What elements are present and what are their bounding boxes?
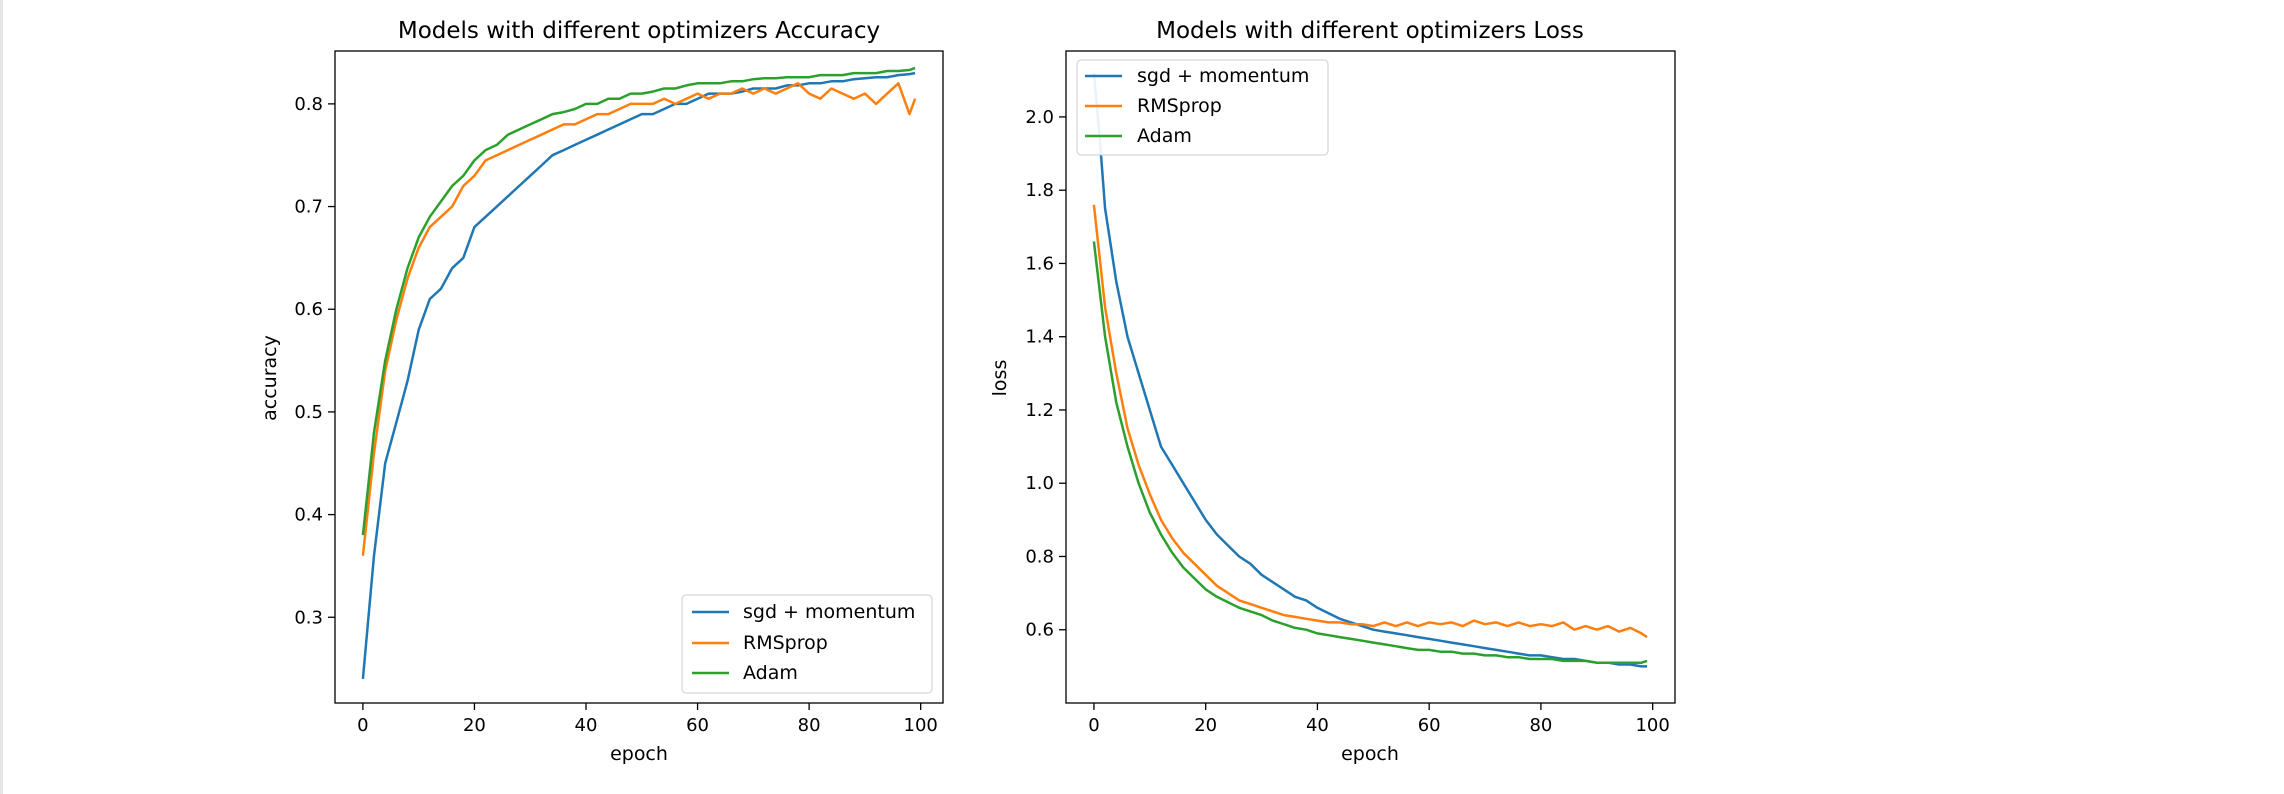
accuracy-series-lines bbox=[361, 66, 917, 680]
accuracy-x-tick-label: 40 bbox=[575, 715, 598, 736]
loss-legend: sgd + momentum RMSprop Adam bbox=[1076, 59, 1329, 156]
loss-x-tick-label: 20 bbox=[1194, 715, 1217, 736]
loss-series-line-0 bbox=[1092, 72, 1648, 668]
loss-x-tick-label: 100 bbox=[1635, 715, 1669, 736]
accuracy-y-ticks: 0.3 0.4 0.5 0.6 0.7 0.8 bbox=[294, 94, 335, 628]
page-left-border bbox=[0, 0, 3, 794]
accuracy-y-tick-label: 0.6 bbox=[294, 299, 323, 320]
loss-y-tick-label: 2.0 bbox=[1025, 107, 1054, 128]
accuracy-x-tick-label: 20 bbox=[463, 715, 486, 736]
loss-y-ticks: 0.6 0.8 1.0 1.2 1.4 1.6 1.8 2.0 bbox=[1025, 107, 1066, 641]
accuracy-legend-label-adam: Adam bbox=[743, 662, 798, 684]
loss-y-tick-label: 1.8 bbox=[1025, 180, 1054, 201]
accuracy-y-axis-label: accuracy bbox=[259, 335, 281, 421]
loss-y-tick-label: 1.4 bbox=[1025, 327, 1054, 348]
accuracy-x-ticks: 0 20 40 60 80 100 bbox=[357, 703, 938, 736]
accuracy-y-tick-label: 0.7 bbox=[294, 197, 323, 218]
loss-x-axis-label: epoch bbox=[1341, 743, 1399, 765]
accuracy-x-tick-label: 80 bbox=[798, 715, 821, 736]
loss-legend-label-adam: Adam bbox=[1137, 125, 1192, 147]
loss-x-tick-label: 0 bbox=[1088, 715, 1099, 736]
accuracy-series-line-0 bbox=[361, 71, 916, 680]
loss-legend-label-rmsprop: RMSprop bbox=[1137, 95, 1222, 117]
loss-legend-box bbox=[1076, 59, 1329, 156]
loss-y-tick-label: 1.0 bbox=[1025, 473, 1054, 494]
loss-series-lines bbox=[1092, 72, 1648, 668]
loss-chart: Models with different optimizers Loss 0.… bbox=[989, 18, 1676, 765]
loss-chart-title: Models with different optimizers Loss bbox=[1156, 18, 1584, 44]
accuracy-plot-area bbox=[334, 50, 944, 704]
loss-y-tick-label: 0.8 bbox=[1025, 546, 1054, 567]
loss-x-tick-label: 80 bbox=[1529, 715, 1552, 736]
loss-y-axis-label: loss bbox=[989, 360, 1011, 397]
loss-series-line-2 bbox=[1092, 241, 1648, 664]
accuracy-y-tick-label: 0.5 bbox=[294, 402, 323, 423]
accuracy-series-line-2 bbox=[361, 66, 916, 536]
accuracy-y-tick-label: 0.3 bbox=[294, 607, 323, 628]
loss-y-tick-label: 1.2 bbox=[1025, 400, 1054, 421]
accuracy-chart-title: Models with different optimizers Accurac… bbox=[398, 18, 880, 44]
loss-x-tick-label: 40 bbox=[1306, 715, 1329, 736]
accuracy-legend-label-sgd: sgd + momentum bbox=[743, 601, 915, 623]
accuracy-legend-label-rmsprop: RMSprop bbox=[743, 632, 828, 654]
accuracy-x-tick-label: 0 bbox=[357, 715, 368, 736]
accuracy-x-tick-label: 100 bbox=[904, 715, 938, 736]
accuracy-legend: sgd + momentum RMSprop Adam bbox=[681, 594, 933, 694]
accuracy-legend-box bbox=[681, 594, 933, 694]
accuracy-chart: Models with different optimizers Accurac… bbox=[259, 18, 944, 765]
accuracy-x-axis-label: epoch bbox=[610, 743, 668, 765]
accuracy-y-tick-label: 0.8 bbox=[294, 94, 323, 115]
accuracy-x-tick-label: 60 bbox=[686, 715, 709, 736]
loss-x-ticks: 0 20 40 60 80 100 bbox=[1088, 703, 1670, 736]
loss-series-line-1 bbox=[1092, 204, 1648, 639]
accuracy-series-line-1 bbox=[361, 82, 917, 556]
loss-plot-area bbox=[1065, 50, 1676, 704]
loss-legend-label-sgd: sgd + momentum bbox=[1137, 65, 1309, 87]
loss-x-tick-label: 60 bbox=[1418, 715, 1441, 736]
loss-y-tick-label: 0.6 bbox=[1025, 620, 1054, 641]
accuracy-y-tick-label: 0.4 bbox=[294, 505, 323, 526]
loss-y-tick-label: 1.6 bbox=[1025, 253, 1054, 274]
